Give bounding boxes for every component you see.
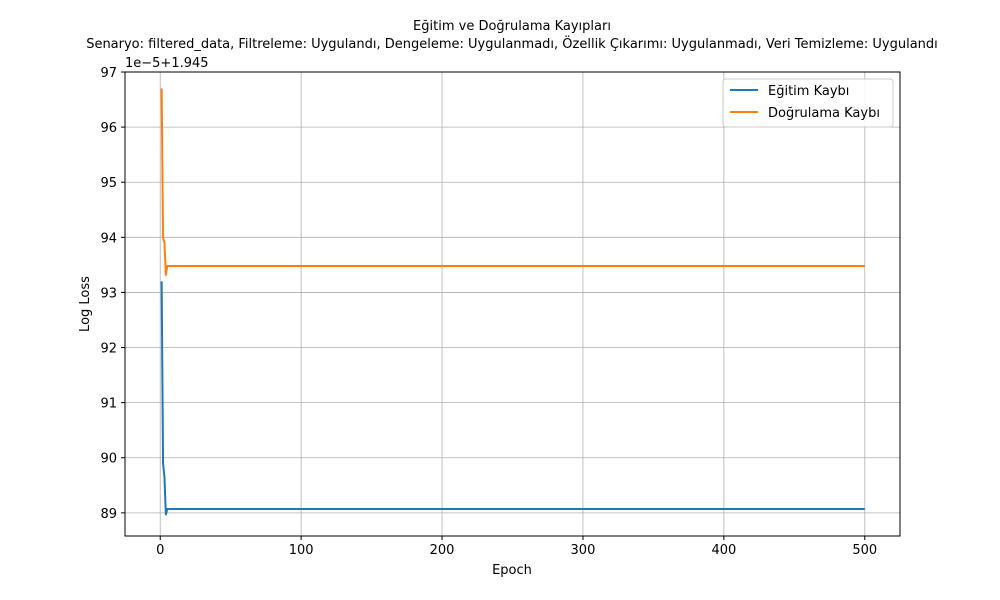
chart-subtitle: Senaryo: filtered_data, Filtreleme: Uygu… (86, 35, 938, 52)
x-tick-label-0: 0 (156, 543, 164, 558)
y-tick-label-93: 93 (100, 286, 117, 301)
series-lines (160, 88, 865, 516)
plot-area-frame (124, 71, 901, 537)
legend-label-egitim-kaybi: Eğitim Kaybı (768, 84, 849, 99)
y-tick-label-90: 90 (100, 452, 117, 467)
x-tick-label-200: 200 (430, 543, 455, 558)
chart-title: Eğitim ve Doğrulama Kayıpları (413, 19, 611, 34)
x-tick-label-100: 100 (289, 543, 314, 558)
series-line-egitim-kaybi (160, 281, 865, 516)
legend: Eğitim Kaybı Doğrulama Kaybı (722, 78, 894, 128)
y-tick-label-91: 91 (100, 397, 117, 412)
x-tick-label-500: 500 (852, 543, 877, 558)
y-axis-label: Log Loss (78, 276, 93, 332)
legend-box (722, 78, 894, 128)
x-tick-label-400: 400 (711, 543, 736, 558)
x-axis-label: Epoch (492, 563, 532, 578)
axis-ticks: 0 100 200 300 400 500 89 90 91 92 93 94 95 96 97 (100, 66, 877, 558)
x-tick-label-300: 300 (571, 543, 596, 558)
y-tick-label-97: 97 (100, 66, 117, 81)
y-tick-label-89: 89 (100, 507, 117, 522)
y-tick-label-92: 92 (100, 342, 117, 357)
y-tick-label-95: 95 (100, 176, 117, 191)
y-tick-label-94: 94 (100, 231, 117, 246)
y-axis-offset-label: 1e−5+1.945 (125, 56, 209, 71)
y-tick-label-96: 96 (100, 121, 117, 136)
series-line-dogrulama-kaybi (160, 88, 865, 276)
legend-label-dogrulama-kaybi: Doğrulama Kaybı (768, 106, 880, 121)
